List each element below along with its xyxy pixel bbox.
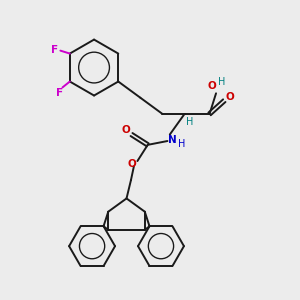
Text: O: O <box>225 92 234 102</box>
Text: O: O <box>122 125 130 135</box>
Text: O: O <box>128 159 136 169</box>
Text: O: O <box>207 81 216 91</box>
Text: H: H <box>218 77 225 87</box>
Text: F: F <box>56 88 63 98</box>
Text: H: H <box>178 139 186 149</box>
Text: H: H <box>186 117 194 127</box>
Text: N: N <box>168 135 176 145</box>
Text: F: F <box>51 45 58 55</box>
